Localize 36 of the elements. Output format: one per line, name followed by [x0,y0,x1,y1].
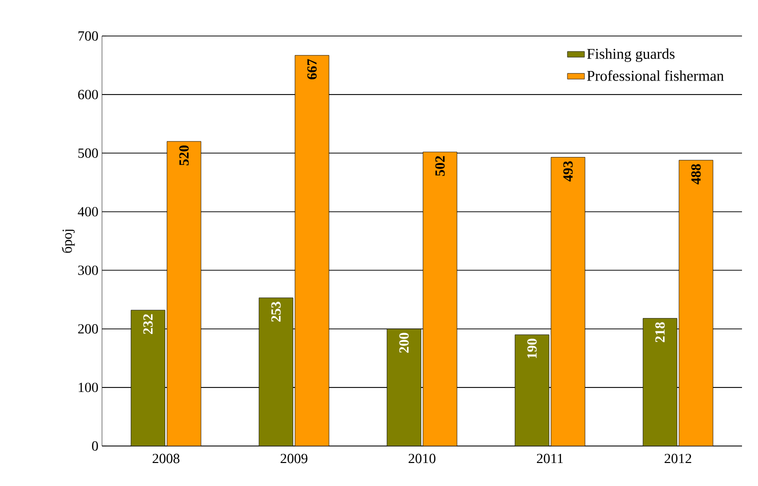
y-axis-title: број [62,230,75,253]
bar [259,298,294,446]
data-label: 218 [655,322,665,342]
x-tick-label: 2009 [280,454,308,464]
bar [515,334,550,446]
bar [131,310,166,446]
bar [387,328,422,446]
bar [166,141,201,446]
x-tick-label: 2011 [536,454,563,464]
data-label: 493 [563,161,573,182]
y-tick-label: 500 [78,148,98,158]
data-label: 232 [143,314,153,334]
data-label: 667 [307,59,317,80]
x-tick-label: 2012 [664,454,692,464]
y-tick-label: 100 [78,382,98,392]
data-label: 200 [399,332,409,353]
x-tick-label: 2010 [408,454,436,464]
y-tick-label: 400 [78,207,98,216]
data-label: 502 [435,156,445,176]
data-label: 520 [179,145,189,166]
legend-label: Professional fisherman [587,70,724,81]
y-tick-label: 200 [78,324,98,334]
data-label: 190 [527,338,537,358]
legend-label: Fishing guards [587,48,675,62]
bar [422,152,457,446]
bar [678,160,714,446]
data-label: 253 [271,302,281,322]
y-tick-label: 0 [92,441,98,451]
bar [551,157,585,446]
data-label: 488 [691,164,701,184]
y-tick-label: 700 [78,31,98,41]
bar [642,318,678,446]
y-tick-label: 600 [78,90,98,100]
bar [294,55,329,446]
x-tick-label: 2008 [152,454,180,464]
y-tick-label: 300 [78,266,98,275]
